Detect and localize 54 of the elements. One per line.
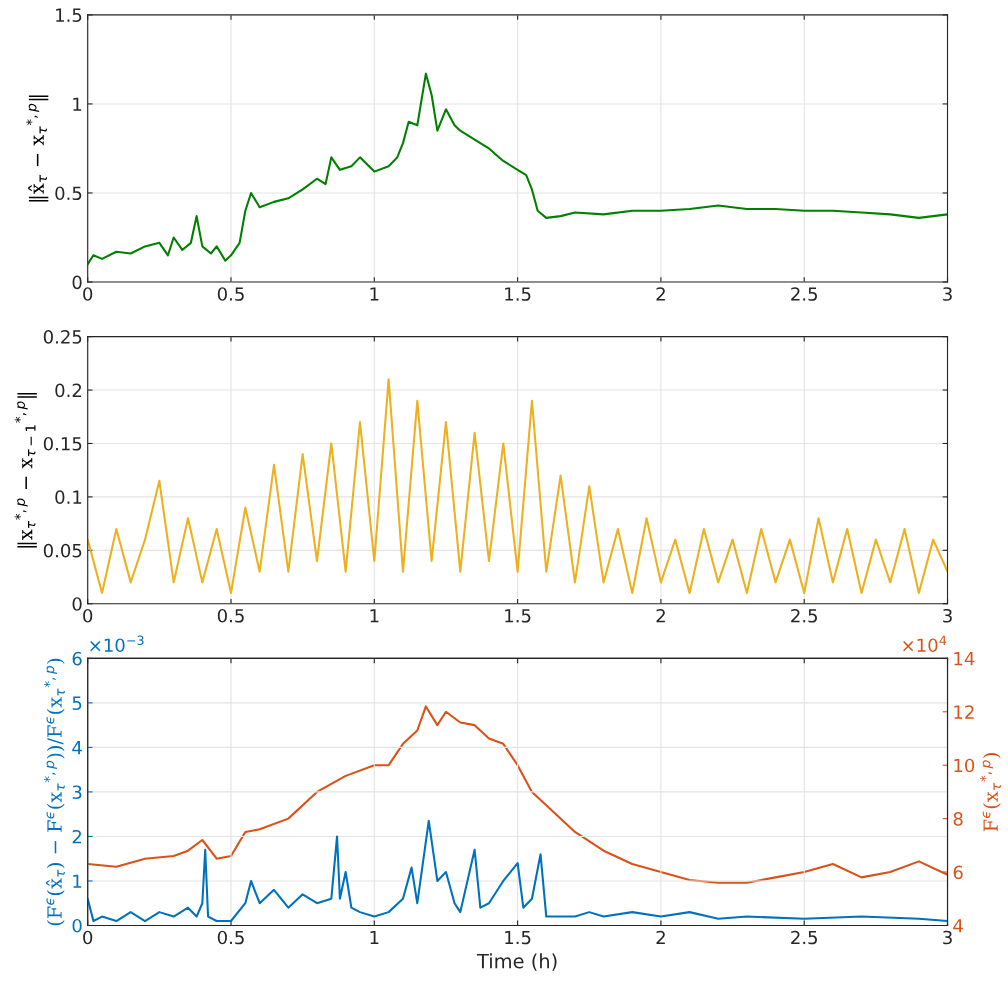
x-tick-label: 2 — [656, 287, 665, 301]
x-tick-label: 1.5 — [505, 609, 531, 623]
line-series — [87, 819, 948, 923]
x-tick-label: 1 — [370, 287, 379, 301]
y2-axis-title: F$^{ϵ}$(x$_{τ}$$^{*,p}$) — [980, 753, 1001, 832]
y2-tick-label: 8 — [953, 812, 963, 826]
y-tick-label: 5 — [72, 696, 82, 710]
y-axis-title: ‖x̂$_{τ}$ − x$_{τ}$$^{*,p}$‖ — [26, 95, 49, 202]
text: ×10$^{−3}$ — [90, 635, 144, 653]
x-tick-label: 0 — [83, 608, 93, 623]
x-tick-label: 2.5 — [791, 608, 817, 623]
x-tick-label: 2 — [656, 930, 665, 945]
y-tick-label: 0.5 — [55, 186, 82, 201]
x-tick-label: 1.5 — [505, 930, 531, 945]
text: (F$^{ϵ}$(x̂$_{τ}$) − F$^{ϵ}$(x$_{τ}$$^{*,p}$))/F$^{ϵ}$(x$_{τ}$$^{*,p}$) — [44, 658, 65, 926]
x-tick-label: 0 — [83, 930, 93, 945]
y-tick-label: 0.15 — [43, 436, 82, 451]
y-tick-label: 3 — [72, 785, 82, 800]
x-tick-label: 3 — [943, 287, 952, 301]
x-tick-label: 2.5 — [791, 930, 817, 945]
y-tick-label: 0.2 — [55, 383, 82, 398]
y-tick-label: 0.1 — [55, 490, 82, 505]
x-tick-label: 1 — [370, 930, 379, 945]
y-tick-label: 1.5 — [56, 8, 82, 23]
y2-tick-label: 14 — [954, 652, 975, 666]
y2-tick-label: 10 — [954, 758, 975, 773]
y-tick-label: 0 — [72, 275, 82, 290]
x-tick-label: 1 — [370, 609, 379, 623]
y-tick-label: 0.05 — [43, 543, 82, 558]
y-tick-label: 6 — [72, 651, 82, 666]
x-tick-label: 0 — [83, 287, 93, 301]
x-tick-label: 0.5 — [217, 287, 244, 301]
x-tick-label: 3 — [943, 608, 952, 623]
y-tick-label: 1 — [73, 97, 82, 111]
y-axis-title: ‖x$_{τ}$$^{*,p}$ − x$_{τ−1}$$^{*,p}$‖ — [14, 393, 37, 548]
x-tick-label: 0.5 — [217, 930, 244, 945]
y2-tick-label: 6 — [953, 865, 963, 880]
y-tick-label: 0 — [72, 597, 82, 611]
x-axis-title: Time (h) — [476, 953, 557, 971]
x-tick-label: 2.5 — [791, 287, 817, 301]
y-tick-label: 2 — [72, 829, 82, 844]
text: ×10$^{4}$ — [903, 635, 947, 653]
line-series — [87, 378, 948, 595]
y2-tick-label: 4 — [953, 919, 963, 933]
line-series — [87, 72, 948, 266]
x-tick-label: 3 — [943, 930, 952, 945]
x-tick-label: 0.5 — [217, 608, 244, 623]
y-tick-label: 4 — [72, 741, 82, 755]
x-tick-label: 1.5 — [505, 287, 531, 301]
y-tick-label: 1 — [73, 874, 82, 888]
y-tick-label: 0.25 — [43, 330, 82, 344]
y-tick-label: 0 — [72, 918, 82, 933]
y2-tick-label: 12 — [954, 705, 974, 719]
x-tick-label: 2 — [656, 608, 665, 623]
